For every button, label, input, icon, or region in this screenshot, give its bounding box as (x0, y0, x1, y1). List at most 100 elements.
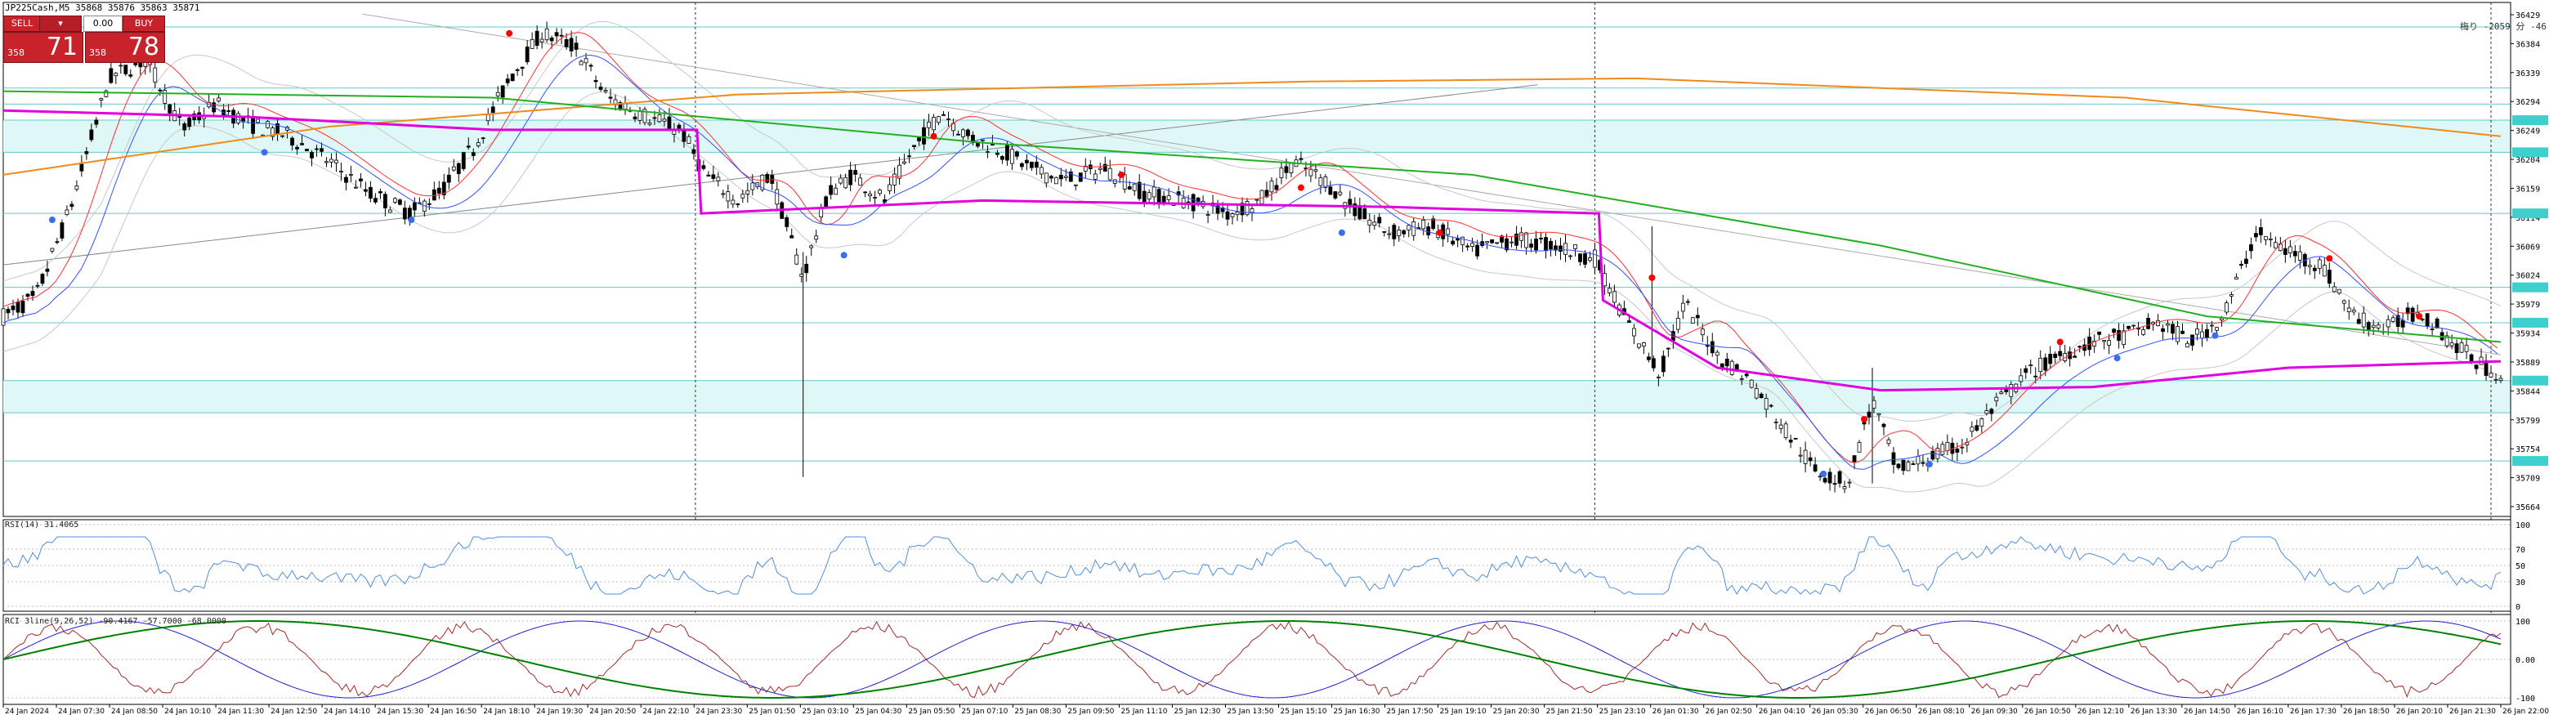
ma-magenta (2, 109, 2502, 392)
candle-body (466, 145, 471, 148)
level-tag (2512, 115, 2548, 126)
candle-body (2474, 364, 2479, 369)
candle-body (1529, 244, 1533, 248)
candle-body (1749, 379, 1754, 388)
candle-body (966, 129, 970, 136)
candle-body (45, 268, 50, 272)
price-tick-label: 35799 (2516, 417, 2540, 426)
rci-line-2 (2, 620, 2502, 699)
candle-body (1813, 464, 1818, 471)
rsi-pane[interactable]: 100 70 50 30 0 (2, 519, 2530, 612)
sell-button[interactable]: SELL (3, 16, 41, 32)
rci-pane[interactable]: 100 0.00 -100 (2, 614, 2535, 705)
candle-body (119, 65, 123, 67)
candle-body (1083, 165, 1088, 172)
candle-body (1254, 199, 1259, 201)
candle-body (588, 65, 593, 67)
candle-body (369, 186, 373, 199)
candle-body (1710, 341, 1715, 354)
candle-body (863, 191, 868, 194)
candle-body (2077, 346, 2082, 348)
candle-body (510, 74, 515, 82)
buy-button[interactable]: BUY (123, 16, 165, 32)
sell-signal-dot (930, 132, 937, 140)
candle-body (1519, 232, 1523, 241)
ma-orange (2, 77, 2502, 176)
candle-body (1573, 244, 1577, 249)
candle-body (525, 47, 530, 63)
candle-body (2258, 227, 2263, 235)
time-axis: 24 Jan 2024 24 Jan 07:30 24 Jan 08:50 24 Ja… (2, 704, 2549, 715)
price-tick-label: 35889 (2516, 359, 2540, 368)
sr-zone (3, 380, 2511, 413)
candle-body (436, 187, 441, 194)
candle-body (109, 68, 114, 83)
buy-price-small: 358 (89, 47, 106, 58)
candle-body (2307, 265, 2312, 267)
candle-body (2102, 340, 2107, 342)
candle-body (554, 32, 559, 37)
time-tick-label: 24 Jan 20:50 (589, 708, 636, 715)
price-tick-label: 36204 (2516, 156, 2540, 165)
candle-body (1612, 291, 1617, 303)
candle-body (2498, 378, 2503, 381)
lot-size-input[interactable]: 0.00 (83, 16, 123, 32)
candle-body (623, 103, 628, 109)
candle-body (976, 142, 980, 147)
candle-body (2073, 355, 2077, 358)
candle-body (2200, 331, 2204, 339)
candle-body (2048, 354, 2053, 364)
candle-body (2400, 320, 2405, 328)
candle-body (1724, 359, 1729, 367)
candle-body (917, 136, 921, 141)
candle-body (1274, 185, 1279, 190)
time-tick-label: 25 Jan 05:50 (908, 708, 955, 715)
candle-body (1960, 446, 1965, 449)
candle-body (1451, 240, 1456, 245)
candle-body (716, 177, 721, 181)
sell-price[interactable]: 358 71 (3, 32, 83, 63)
candle-body (892, 173, 897, 185)
candle-body (55, 241, 60, 244)
candle-body (1142, 190, 1147, 202)
candle-body (1539, 238, 1543, 239)
candle-body (2131, 324, 2135, 327)
time-tick-label: 26 Jan 16:10 (2237, 708, 2283, 715)
candle-body (809, 245, 814, 248)
candle-body (1847, 481, 1852, 484)
candle-body (451, 166, 456, 171)
candle-body (2205, 328, 2209, 338)
candle-body (1259, 190, 1264, 204)
candle-body (873, 197, 878, 199)
candle-body (16, 302, 20, 313)
candle-body (359, 178, 363, 181)
price-tick-label: 35709 (2516, 475, 2540, 484)
candle-body (2273, 242, 2278, 248)
candle-body (2053, 353, 2058, 359)
rsi-level-label: 50 (2516, 562, 2525, 571)
candle-body (1588, 257, 1592, 261)
time-tick-label: 26 Jan 20:10 (2396, 708, 2443, 715)
candle-body (2376, 324, 2381, 328)
candle-body (2356, 319, 2361, 324)
candle-body (2327, 270, 2332, 284)
candle-body (1000, 155, 1004, 160)
candle-body (2210, 324, 2214, 327)
buy-price[interactable]: 358 78 (85, 32, 165, 63)
candle-body (329, 159, 333, 163)
candle-body (1132, 183, 1137, 191)
candle-body (2146, 318, 2150, 329)
candle-body (1534, 239, 1538, 251)
candle-body (495, 92, 500, 96)
candle-body (1382, 230, 1387, 233)
candle-body (1549, 240, 1553, 250)
spread-info: 梅り -2059 分 -46 (2460, 21, 2547, 32)
candle-body (1744, 373, 1749, 377)
lot-down-button[interactable]: ▾ (39, 16, 82, 32)
price-tick-label: 36294 (2516, 98, 2540, 107)
candle-body (182, 123, 187, 131)
candle-body (1279, 168, 1284, 178)
main-price-pane[interactable] (1, 2, 2511, 704)
candle-body (1793, 437, 1798, 440)
candle-body (1578, 253, 1582, 262)
